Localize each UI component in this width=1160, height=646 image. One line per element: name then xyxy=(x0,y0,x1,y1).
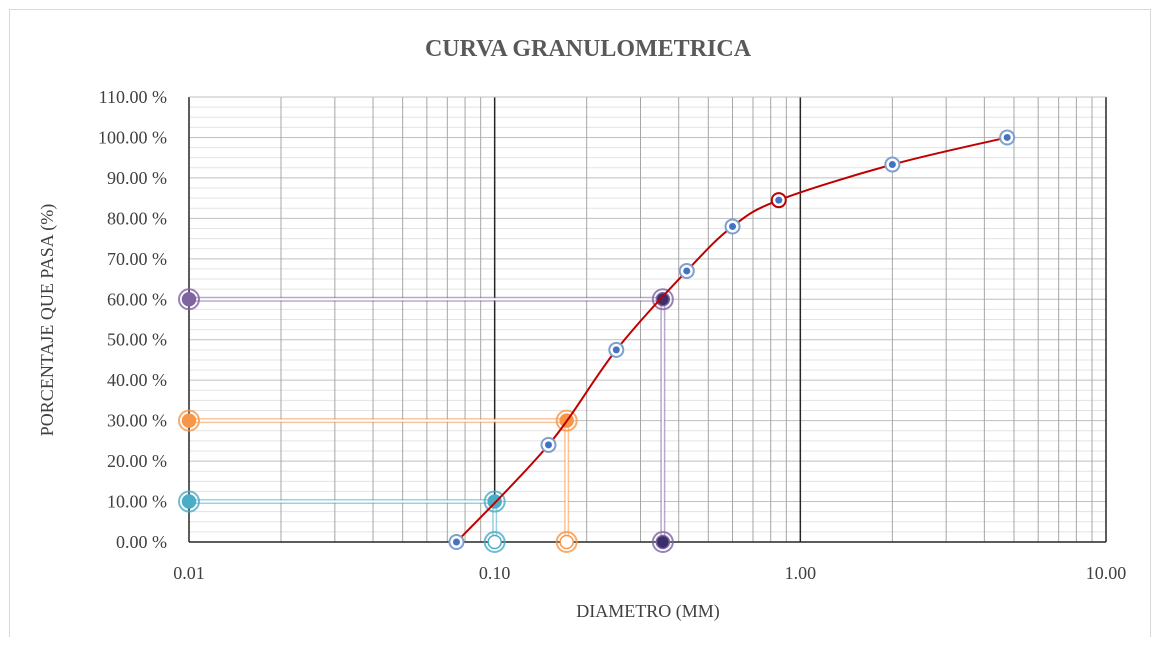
d30-point xyxy=(559,534,574,550)
y-tick-label: 10.00 % xyxy=(107,492,167,512)
x-tick-label: 0.10 xyxy=(479,563,511,583)
y-tick-label: 0.00 % xyxy=(116,532,167,552)
y-tick-label: 70.00 % xyxy=(107,249,167,269)
curve-point xyxy=(1003,133,1011,141)
d60-point-ring xyxy=(178,288,200,311)
d30-point xyxy=(181,413,197,428)
major-gridlines xyxy=(188,96,1107,543)
d60-point-ring xyxy=(651,531,674,553)
series-layer xyxy=(178,129,1016,553)
y-tick-label: 80.00 % xyxy=(107,208,167,228)
y-tick-label: 110.00 % xyxy=(99,87,167,107)
y-axis-label: PORCENTAJE QUE PASA (%) xyxy=(37,204,58,436)
curve-point xyxy=(888,161,896,169)
x-tick-label: 0.01 xyxy=(173,563,205,583)
d10-point-ring xyxy=(178,490,200,513)
chart-title: CURVA GRANULOMETRICA xyxy=(425,36,752,62)
y-tick-label: 100.00 % xyxy=(98,127,167,147)
curve-point xyxy=(544,441,552,449)
tick-labels: 0.00 % 10.00 % 20.00 % 30.00 % 40.00 % 50.00 … xyxy=(98,87,1126,583)
d60-point xyxy=(655,292,671,307)
curve-point xyxy=(612,346,620,354)
curve-point xyxy=(683,267,691,275)
minor-gridlines xyxy=(189,96,1106,543)
y-tick-label: 20.00 % xyxy=(107,451,167,471)
x-axis-label: DIAMETRO (MM) xyxy=(576,601,720,622)
d60-point xyxy=(181,292,197,307)
y-tick-label: 60.00 % xyxy=(107,289,167,309)
d30-point-ring xyxy=(178,409,200,432)
x-tick-label: 1.00 xyxy=(785,563,817,583)
curve-point xyxy=(775,196,783,204)
d10-point-ring xyxy=(483,490,506,513)
d60-point xyxy=(655,534,671,550)
d30-point-ring xyxy=(555,409,578,432)
d10-point xyxy=(181,494,197,509)
d10-point xyxy=(487,534,502,550)
d10-point-ring xyxy=(483,531,506,553)
d60-point-ring xyxy=(651,288,674,311)
x-tick-label: 10.00 xyxy=(1086,563,1127,583)
y-tick-label: 30.00 % xyxy=(107,411,167,431)
y-tick-label: 40.00 % xyxy=(107,370,167,390)
d30-point-ring xyxy=(555,531,578,553)
curve-point xyxy=(452,538,460,546)
curve-point xyxy=(729,222,737,230)
y-tick-label: 50.00 % xyxy=(107,330,167,350)
y-tick-label: 90.00 % xyxy=(107,168,167,188)
